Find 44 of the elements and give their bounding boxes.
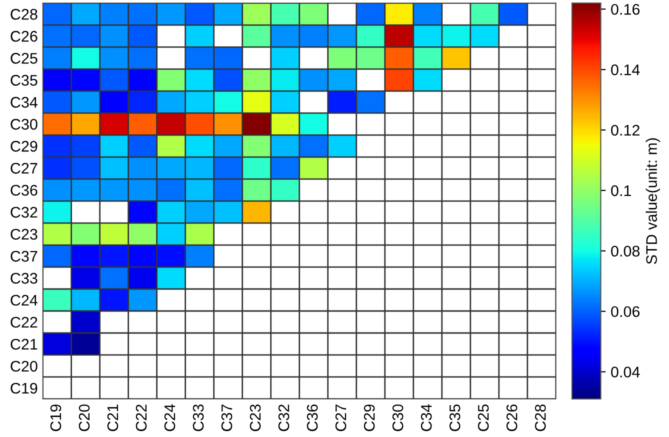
color-bar-label: 0.06 (611, 306, 640, 318)
y-tick-label: C36 (10, 184, 38, 196)
color-bar-label: 0.04 (611, 366, 640, 378)
x-tick-label: C32 (278, 404, 290, 432)
x-tick-label: C27 (335, 404, 346, 432)
x-tick-label: C37 (221, 404, 232, 432)
y-tick-label: C32 (10, 206, 38, 218)
y-tick-label: C28 (10, 8, 38, 20)
y-tick-label: C35 (10, 74, 38, 86)
y-tick-label: C34 (10, 96, 38, 108)
color-bar-label: 0.14 (611, 64, 640, 76)
x-tick-label: C19 (50, 404, 62, 432)
color-bar-label: 0.1 (611, 185, 631, 196)
y-tick-label: C26 (10, 30, 38, 42)
x-tick-label: C25 (478, 404, 489, 432)
x-tick-label: C29 (364, 404, 375, 432)
y-tick-label: C20 (10, 360, 38, 372)
y-tick-label: C29 (10, 140, 38, 152)
y-tick-label: C24 (10, 294, 38, 306)
x-tick-label: C23 (250, 404, 261, 432)
y-tick-label: C21 (10, 338, 38, 350)
y-tick-label: C30 (10, 118, 38, 130)
x-tick-label: C20 (78, 404, 90, 432)
x-tick-label: C28 (534, 404, 546, 432)
y-tick-label: C25 (10, 52, 38, 64)
color-bar-title: STD value(unit: m) (646, 138, 660, 264)
y-tick-label: C27 (10, 162, 38, 174)
y-tick-label: C33 (10, 272, 38, 284)
y-tick-label: C19 (10, 382, 38, 394)
color-bar-label: 0.12 (611, 124, 640, 136)
x-tick-label: C30 (392, 404, 404, 432)
y-tick-label: C37 (10, 250, 38, 262)
y-tick-label: C22 (10, 316, 38, 328)
x-tick-label: C33 (192, 404, 204, 432)
color-bar-label: 0.08 (611, 246, 640, 257)
x-tick-label: C24 (164, 404, 176, 432)
x-tick-label: C35 (449, 404, 460, 432)
x-tick-label: C21 (107, 404, 118, 432)
color-bar-label: 0.16 (611, 4, 640, 15)
x-tick-label: C22 (136, 404, 147, 432)
x-tick-label: C26 (506, 404, 518, 432)
x-tick-label: C34 (420, 404, 432, 432)
x-tick-label: C36 (306, 404, 318, 432)
y-tick-label: C23 (10, 228, 38, 240)
